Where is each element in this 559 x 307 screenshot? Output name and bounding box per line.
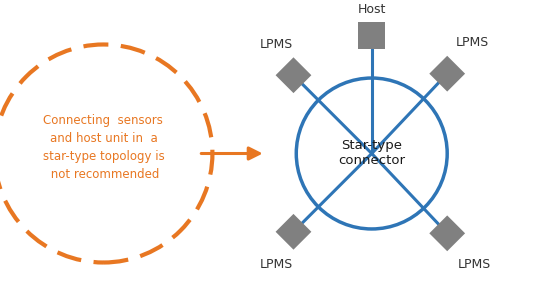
Polygon shape bbox=[276, 57, 311, 93]
Polygon shape bbox=[429, 56, 465, 91]
Text: LPMS: LPMS bbox=[457, 258, 491, 271]
Text: LPMS: LPMS bbox=[456, 37, 489, 49]
Text: LPMS: LPMS bbox=[260, 258, 293, 270]
Text: Host: Host bbox=[358, 3, 386, 16]
Bar bbox=[358, 22, 385, 49]
Text: LPMS: LPMS bbox=[260, 38, 293, 51]
Polygon shape bbox=[429, 216, 465, 251]
Text: Connecting  sensors
and host unit in  a
star-type topology is
 not recommended: Connecting sensors and host unit in a st… bbox=[42, 114, 164, 181]
Text: Star-type
connector: Star-type connector bbox=[338, 139, 405, 168]
Polygon shape bbox=[276, 214, 311, 250]
